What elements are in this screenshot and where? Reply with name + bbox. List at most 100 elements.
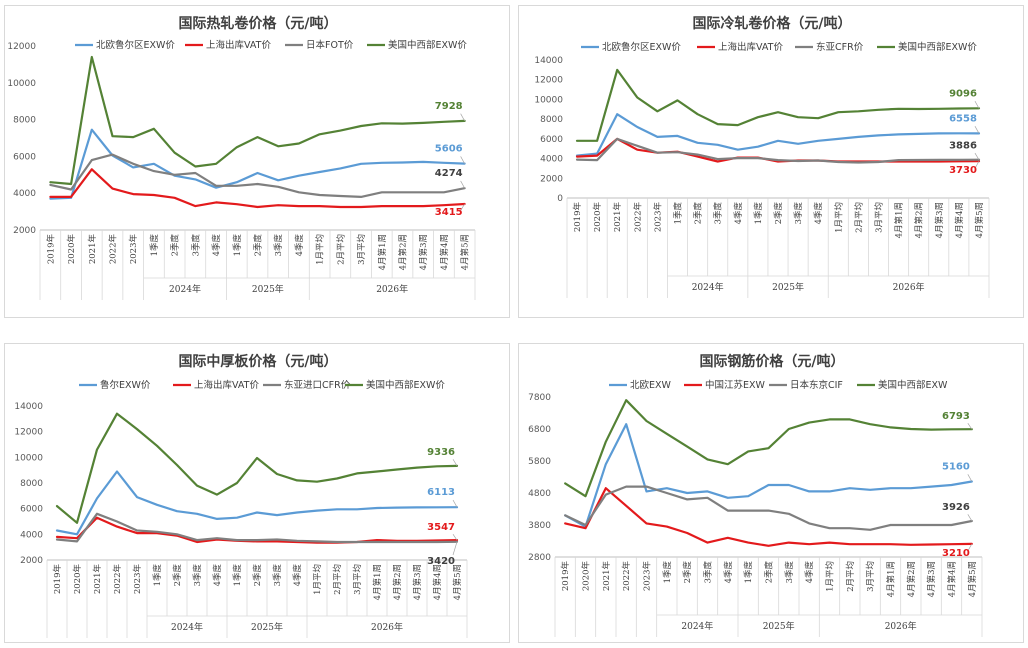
end-data-label: 9096: [949, 88, 977, 99]
series-line: [55, 512, 459, 544]
y-tick-label: 12000: [7, 42, 36, 52]
x-tick-label: 2019年: [52, 564, 63, 595]
data-label-leader: [452, 499, 458, 508]
x-tick-label: 2季度: [253, 234, 264, 257]
y-tick-label: 10000: [14, 453, 43, 463]
x-tick-label: 4月第2周: [392, 564, 403, 600]
y-tick-label: 10000: [7, 79, 36, 89]
end-data-label: 9336: [427, 447, 455, 458]
x-tick-label: 2019年: [572, 202, 583, 233]
x-tick-label: 2月平均: [853, 202, 864, 233]
x-tick-label: 2022年: [632, 202, 643, 233]
x-tick-label: 2月平均: [332, 564, 343, 595]
x-tick-label: 2季度: [693, 202, 704, 225]
x-tick-label: 2季度: [682, 561, 693, 584]
series-line: [49, 153, 466, 198]
x-tick-label: 1季度: [662, 561, 673, 584]
end-data-label: 3420: [427, 556, 455, 567]
x-tick-label: 4月第2周: [906, 561, 917, 597]
x-tick-label: 4季度: [723, 561, 734, 584]
y-tick-label: 7800: [528, 393, 551, 403]
legend-label: 北欧鲁尔区EXW价: [96, 39, 175, 51]
x-tick-label: 4月第2周: [398, 234, 409, 270]
y-tick-label: 8000: [13, 116, 36, 126]
series-line: [575, 137, 981, 164]
x-year-group-label: 2024年: [692, 281, 724, 293]
legend-label: 中国江苏EXW: [705, 379, 766, 391]
y-tick-label: 2000: [20, 556, 43, 566]
x-year-group-label: 2025年: [763, 620, 795, 632]
x-tick-label: 1月平均: [312, 564, 323, 595]
x-tick-label: 4季度: [813, 202, 824, 225]
series-line: [575, 68, 981, 142]
x-tick-label: 4月第5周: [974, 202, 985, 238]
y-tick-label: 6800: [528, 425, 551, 435]
chart-svg: 国际中厚板价格（元/吨） 鲁尔EXW价 上海出库VAT价 东亚进口CFR价 美国中西部E…: [14, 353, 468, 638]
x-tick-label: 1月平均: [833, 202, 844, 233]
legend-label: 鲁尔EXW价: [100, 379, 151, 391]
y-tick-label: 3800: [528, 521, 551, 531]
end-data-label: 5160: [942, 461, 970, 472]
x-tick-label: 4月第4周: [947, 561, 958, 597]
y-tick-label: 12000: [14, 428, 43, 438]
legend-label: 美国中西部EXW价: [898, 41, 977, 53]
x-tick-label: 2月平均: [335, 234, 346, 265]
end-data-label: 6113: [427, 487, 455, 498]
x-year-group-label: 2024年: [681, 620, 713, 632]
legend-label: 东亚进口CFR价: [284, 379, 351, 391]
x-tick-label: 2020年: [66, 234, 77, 265]
data-label-leader: [967, 423, 973, 430]
y-tick-label: 4000: [540, 155, 563, 165]
data-label-leader: [967, 474, 973, 482]
x-tick-label: 2020年: [72, 564, 83, 595]
y-tick-label: 4800: [528, 489, 551, 499]
x-tick-label: 4月第4周: [954, 202, 965, 238]
x-tick-label: 4月第3周: [418, 234, 429, 270]
x-tick-label: 4月第1周: [377, 234, 388, 270]
x-tick-label: 2月平均: [845, 561, 856, 592]
legend-label: 日本FOT价: [306, 39, 354, 51]
x-tick-label: 2021年: [612, 202, 623, 233]
data-label-leader: [974, 100, 980, 109]
x-year-group-label: 2025年: [252, 283, 284, 295]
x-tick-label: 2022年: [621, 561, 632, 592]
series-line: [564, 487, 973, 547]
x-tick-label: 3季度: [703, 561, 714, 584]
x-tick-label: 2023年: [132, 564, 143, 595]
data-label-leader: [452, 533, 458, 541]
series-line: [55, 516, 459, 544]
x-year-group-label: 2024年: [169, 283, 201, 295]
end-data-label: 4274: [435, 168, 463, 179]
end-data-label: 3886: [949, 141, 977, 152]
x-tick-label: 2021年: [87, 234, 98, 265]
y-tick-label: 2000: [540, 174, 563, 184]
x-tick-label: 3月平均: [356, 234, 367, 265]
series-line: [575, 137, 981, 163]
end-data-label: 3547: [427, 522, 455, 533]
x-tick-label: 2021年: [601, 561, 612, 592]
legend-label: 上海出库VAT价: [194, 379, 259, 391]
x-tick-label: 4月第1周: [372, 564, 383, 600]
x-tick-label: 2019年: [560, 561, 571, 592]
y-tick-label: 14000: [14, 402, 43, 412]
x-tick-label: 3季度: [793, 202, 804, 225]
x-tick-label: 1季度: [232, 234, 243, 257]
legend-label: 美国中西部EXW价: [388, 39, 467, 51]
series-line: [564, 399, 973, 498]
end-data-label: 3210: [942, 548, 970, 559]
x-tick-label: 4月第3周: [926, 561, 937, 597]
x-tick-label: 3月平均: [352, 564, 363, 595]
x-year-group-label: 2026年: [371, 621, 403, 633]
y-tick-label: 8000: [540, 115, 563, 125]
chart-svg: 国际钢筋价格（元/吨） 北欧EXW 中国江苏EXW 日本东京CIF 美国中西部EXW 28…: [528, 353, 983, 637]
data-label-leader: [460, 156, 465, 164]
series-line: [564, 485, 973, 531]
cold-rolled-coil-chart: 国际冷轧卷价格（元/吨） 北欧鲁尔区EXW价 上海出库VAT价 东亚CFR价 美国中西部…: [518, 5, 1024, 318]
x-tick-label: 4月第5周: [452, 564, 463, 600]
chart-title: 国际中厚板价格（元/吨）: [178, 353, 337, 370]
x-tick-label: 2022年: [108, 234, 119, 265]
x-tick-label: 3月平均: [865, 561, 876, 592]
end-data-label: 6558: [949, 113, 977, 124]
x-tick-label: 2季度: [773, 202, 784, 225]
x-tick-label: 2023年: [652, 202, 663, 233]
